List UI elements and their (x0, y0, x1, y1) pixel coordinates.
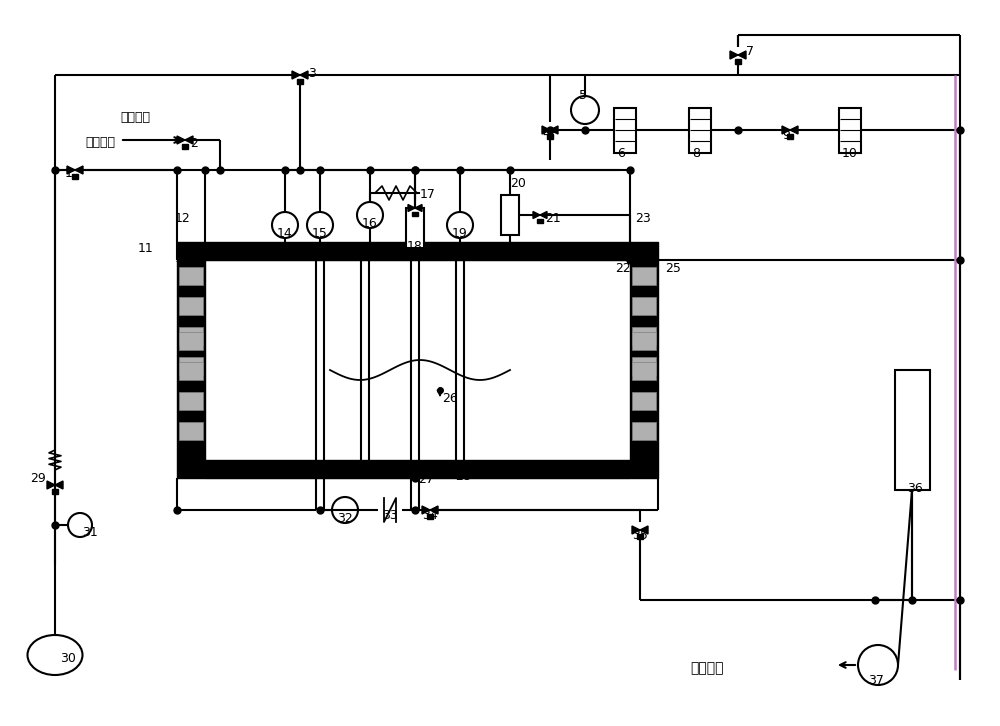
Text: 6: 6 (617, 147, 625, 160)
Polygon shape (422, 506, 438, 514)
Polygon shape (47, 481, 63, 489)
Bar (406, 208, 424, 248)
Bar (630, 260, 658, 460)
Bar (179, 297, 203, 315)
Bar (632, 297, 656, 315)
Text: 尾气排出: 尾气排出 (690, 661, 724, 675)
Polygon shape (408, 205, 422, 211)
Text: 25: 25 (665, 262, 681, 275)
Bar (179, 332, 203, 350)
Bar (412, 212, 418, 216)
Text: 37: 37 (868, 674, 884, 687)
Text: 3: 3 (308, 67, 316, 80)
Bar (632, 422, 656, 440)
Bar (179, 362, 203, 380)
Text: 28: 28 (455, 470, 471, 483)
Bar (179, 327, 203, 345)
Text: 36: 36 (907, 482, 923, 495)
Polygon shape (632, 526, 648, 534)
Text: 21: 21 (545, 212, 561, 225)
Bar (182, 144, 188, 149)
Text: 9: 9 (782, 129, 790, 142)
Bar (787, 134, 793, 139)
Bar (177, 242, 658, 260)
Polygon shape (177, 136, 193, 144)
Bar (632, 357, 656, 375)
Text: 32: 32 (337, 512, 353, 525)
Text: 22: 22 (615, 262, 631, 275)
Text: 35: 35 (632, 529, 648, 542)
Bar (632, 362, 656, 380)
Bar (72, 174, 78, 179)
Text: 30: 30 (60, 652, 76, 665)
Bar (689, 107, 711, 152)
Bar (895, 370, 930, 490)
Bar (637, 534, 643, 539)
Bar (177, 460, 658, 478)
Bar (547, 134, 553, 139)
Bar (537, 219, 543, 223)
Text: 24: 24 (635, 252, 651, 265)
Text: 11: 11 (138, 242, 154, 255)
Polygon shape (782, 126, 798, 134)
Bar (179, 392, 203, 410)
Text: 17: 17 (420, 188, 436, 201)
Bar (632, 327, 656, 345)
Text: 26: 26 (442, 392, 458, 405)
Text: 18: 18 (407, 240, 423, 253)
Bar (427, 515, 433, 519)
Text: 29: 29 (30, 472, 46, 485)
Bar (501, 195, 519, 235)
Ellipse shape (28, 635, 82, 675)
Bar (632, 392, 656, 410)
Text: 压缩空气: 压缩空气 (85, 136, 115, 150)
Text: 8: 8 (692, 147, 700, 160)
Text: 12: 12 (175, 212, 191, 225)
Bar (179, 357, 203, 375)
Polygon shape (67, 166, 83, 174)
Text: 1: 1 (65, 167, 73, 180)
Text: 14: 14 (277, 227, 293, 240)
Text: 13: 13 (175, 252, 191, 265)
Bar (52, 489, 58, 494)
Polygon shape (542, 126, 558, 134)
Text: 15: 15 (312, 227, 328, 240)
Text: 压缩空气: 压缩空气 (120, 111, 150, 124)
Bar (179, 422, 203, 440)
Bar (614, 107, 636, 152)
Text: 31: 31 (82, 526, 98, 539)
Text: 19: 19 (452, 227, 468, 240)
Text: 5: 5 (579, 89, 587, 102)
Text: 27: 27 (418, 473, 434, 486)
Text: 23: 23 (635, 212, 651, 225)
Bar (632, 267, 656, 285)
Text: 2: 2 (190, 137, 198, 150)
Bar (297, 79, 303, 83)
Text: 10: 10 (842, 147, 858, 160)
Text: 7: 7 (746, 45, 754, 58)
Polygon shape (292, 71, 308, 79)
Text: 33: 33 (382, 509, 398, 522)
Bar (177, 260, 205, 460)
Text: 34: 34 (422, 509, 438, 522)
Bar (179, 267, 203, 285)
Polygon shape (730, 51, 746, 59)
Bar (632, 332, 656, 350)
Text: 20: 20 (510, 177, 526, 190)
Polygon shape (533, 211, 547, 219)
Text: 16: 16 (362, 217, 378, 230)
Text: 4: 4 (542, 127, 550, 140)
Bar (839, 107, 861, 152)
Bar (735, 60, 741, 64)
